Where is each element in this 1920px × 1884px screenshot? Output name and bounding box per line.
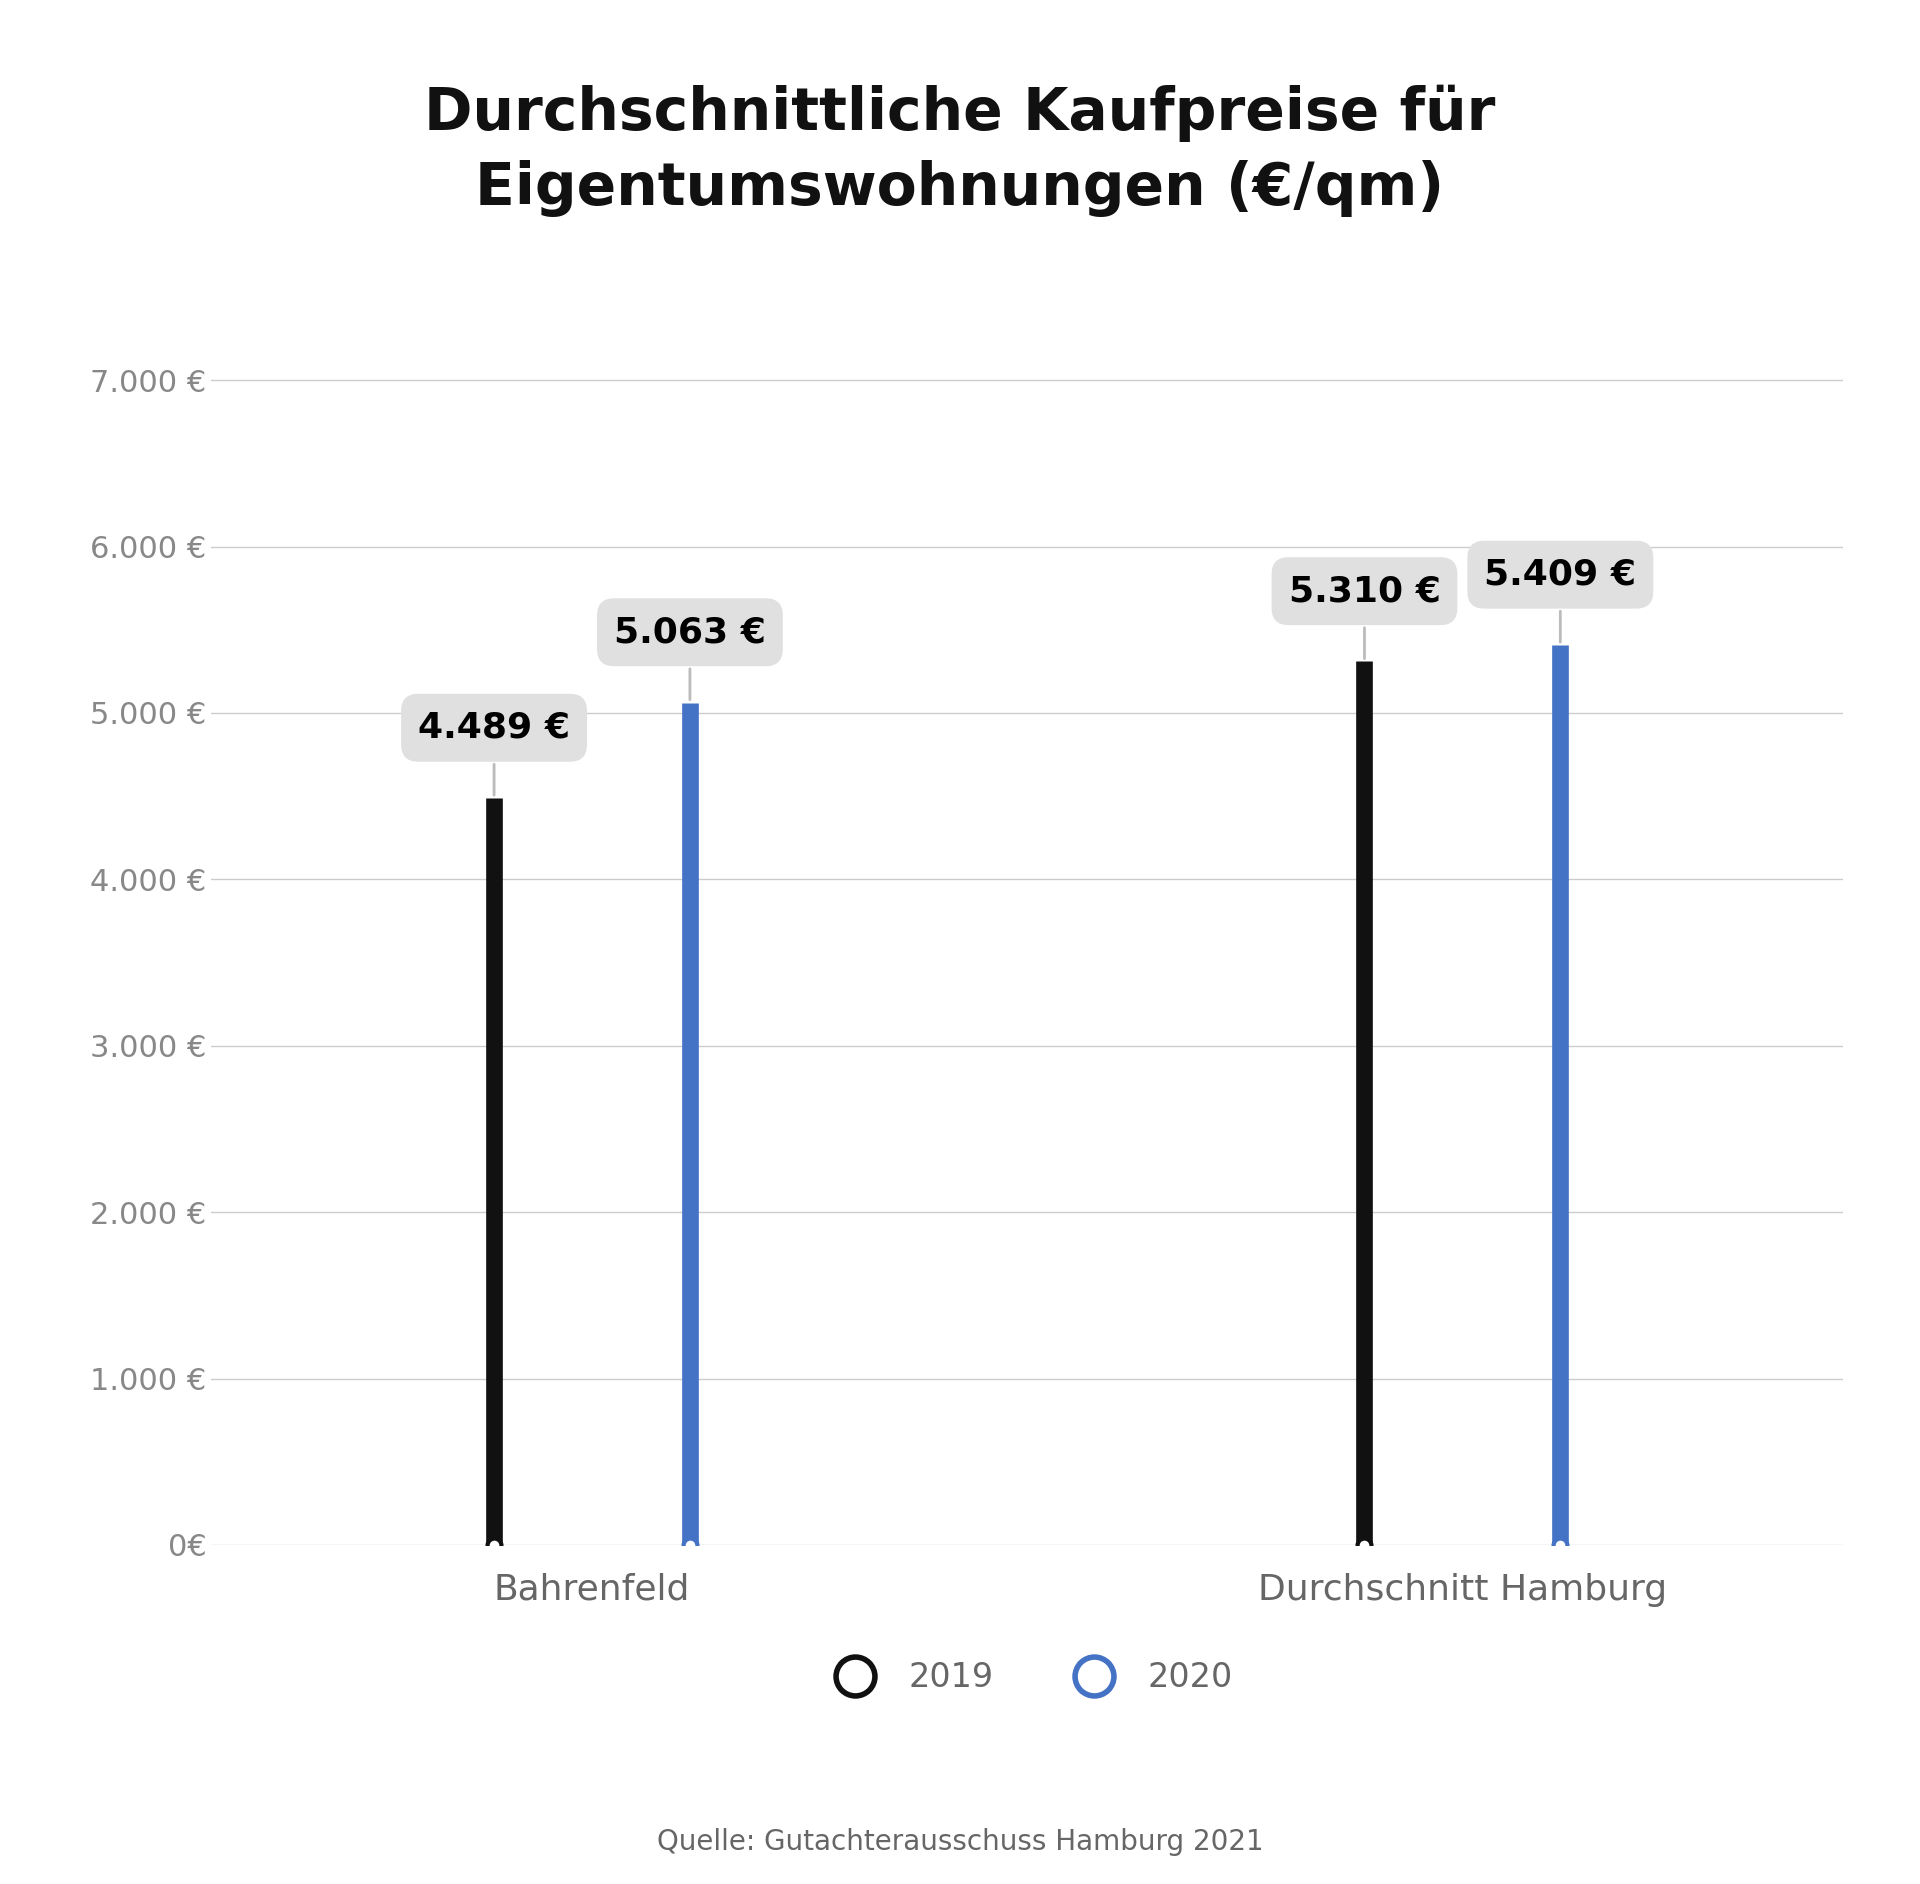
- Text: 5.310 €: 5.310 €: [1288, 575, 1440, 659]
- Text: 5.409 €: 5.409 €: [1484, 558, 1636, 642]
- Text: Durchschnittliche Kaufpreise für
Eigentumswohnungen (€/qm): Durchschnittliche Kaufpreise für Eigentu…: [424, 85, 1496, 217]
- Text: Quelle: Gutachterausschuss Hamburg 2021: Quelle: Gutachterausschuss Hamburg 2021: [657, 1827, 1263, 1856]
- Text: 5.063 €: 5.063 €: [614, 616, 766, 699]
- Text: 4.489 €: 4.489 €: [419, 710, 570, 795]
- Legend: 2019, 2020: 2019, 2020: [808, 1648, 1246, 1707]
